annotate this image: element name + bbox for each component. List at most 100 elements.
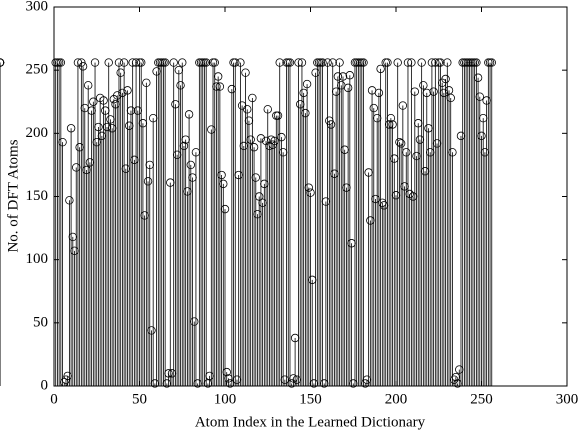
stem-marker xyxy=(147,326,156,335)
stem-marker xyxy=(89,97,98,106)
x-tick-label: 250 xyxy=(470,391,493,407)
stem-marker xyxy=(104,58,113,67)
stem-marker xyxy=(273,111,283,120)
stem-marker xyxy=(248,93,257,103)
stem-marker xyxy=(169,58,178,67)
stem-marker xyxy=(345,71,355,80)
stem-marker xyxy=(301,108,310,118)
stem-marker xyxy=(429,87,438,96)
stem-marker xyxy=(186,160,195,170)
stem-marker xyxy=(446,93,455,103)
stem-marker xyxy=(448,148,457,157)
stem-marker xyxy=(443,58,452,67)
stem-marker xyxy=(222,367,231,377)
stem-marker xyxy=(275,58,284,67)
y-tick-label: 100 xyxy=(26,251,49,267)
x-tick-label: 300 xyxy=(556,391,579,407)
stem-marker xyxy=(477,131,486,141)
stem-marker xyxy=(323,58,332,67)
stem-marker xyxy=(219,179,228,189)
stem-marker xyxy=(338,72,348,81)
stem-marker xyxy=(56,58,66,67)
stem-marker xyxy=(160,58,170,67)
stem-marker xyxy=(126,106,136,115)
stem-marker xyxy=(386,113,396,123)
stem-marker xyxy=(220,204,230,214)
stem-marker xyxy=(328,58,337,67)
stem-marker xyxy=(118,88,127,98)
stem-marker xyxy=(137,58,146,67)
stem-marker xyxy=(256,134,266,143)
x-tick-label: 200 xyxy=(385,391,408,407)
stem-marker xyxy=(402,148,411,157)
stem-marker xyxy=(388,120,397,129)
stem-marker xyxy=(66,124,76,133)
stem-marker xyxy=(266,135,276,144)
stem-marker xyxy=(396,139,406,148)
stem-marker xyxy=(179,141,189,151)
x-tick-label: 150 xyxy=(299,391,322,407)
stem-marker xyxy=(123,86,132,95)
stem-marker xyxy=(369,103,378,113)
stem-marker xyxy=(472,58,481,67)
stem-marker xyxy=(77,58,86,67)
stem-marker xyxy=(176,81,185,90)
stem-marker xyxy=(243,105,252,114)
stem-marker xyxy=(94,122,103,132)
stem-marker xyxy=(333,72,343,81)
stem-marker xyxy=(263,105,272,114)
stem-marker xyxy=(436,58,445,67)
stem-marker xyxy=(343,83,353,93)
stem-marker xyxy=(326,120,336,129)
stem-marker xyxy=(285,58,295,67)
stem-marker xyxy=(255,192,264,201)
stem-marker xyxy=(210,58,219,67)
stem-marker xyxy=(297,58,307,67)
stem-marker xyxy=(119,58,129,67)
stem-marker xyxy=(422,88,431,98)
stem-marker xyxy=(335,58,344,67)
x-axis-label: Atom Index in the Learned Dictionary xyxy=(195,414,426,430)
stem-marker xyxy=(83,81,93,90)
stem-marker xyxy=(441,74,450,84)
stem-marker xyxy=(143,177,153,186)
stem-marker xyxy=(374,88,384,98)
y-tick-label: 250 xyxy=(26,62,49,78)
stem-marker xyxy=(114,58,124,67)
stem-marker xyxy=(277,132,286,142)
stem-marker xyxy=(184,110,194,119)
stem-marker xyxy=(407,58,416,67)
stem-marker xyxy=(289,374,298,383)
stem-marker xyxy=(304,183,313,192)
stem-marker xyxy=(215,82,225,91)
stem-marker xyxy=(318,58,327,67)
stem-marker xyxy=(487,58,496,67)
stem-marker xyxy=(178,58,187,67)
stem-marker xyxy=(398,101,408,110)
y-tick-label: 300 xyxy=(26,0,49,14)
stem-marker xyxy=(417,58,426,67)
y-tick-label: 150 xyxy=(26,188,49,204)
y-axis-label: No. of DFT Atoms xyxy=(5,139,21,252)
y-tick-label: 200 xyxy=(26,125,49,141)
stem-marker xyxy=(58,137,67,147)
stem-marker xyxy=(213,72,223,81)
stem-marker xyxy=(99,96,108,105)
y-tick-label: 50 xyxy=(33,314,48,330)
stem-marker xyxy=(306,188,315,197)
stem-marker xyxy=(78,62,88,71)
stem-marker xyxy=(383,58,392,67)
y-tick-label: 0 xyxy=(41,377,49,393)
stem-marker xyxy=(65,196,74,205)
x-tick-label: 50 xyxy=(132,391,147,407)
stem-marker xyxy=(393,58,402,67)
stem-marker xyxy=(246,135,255,144)
stem-marker xyxy=(410,87,420,96)
x-tick-label: 100 xyxy=(214,391,237,407)
stem-marker xyxy=(201,58,211,67)
stem-marker xyxy=(241,68,250,77)
stem-marker xyxy=(419,81,428,90)
stem-marker xyxy=(249,143,259,152)
stem-marker xyxy=(236,58,245,67)
